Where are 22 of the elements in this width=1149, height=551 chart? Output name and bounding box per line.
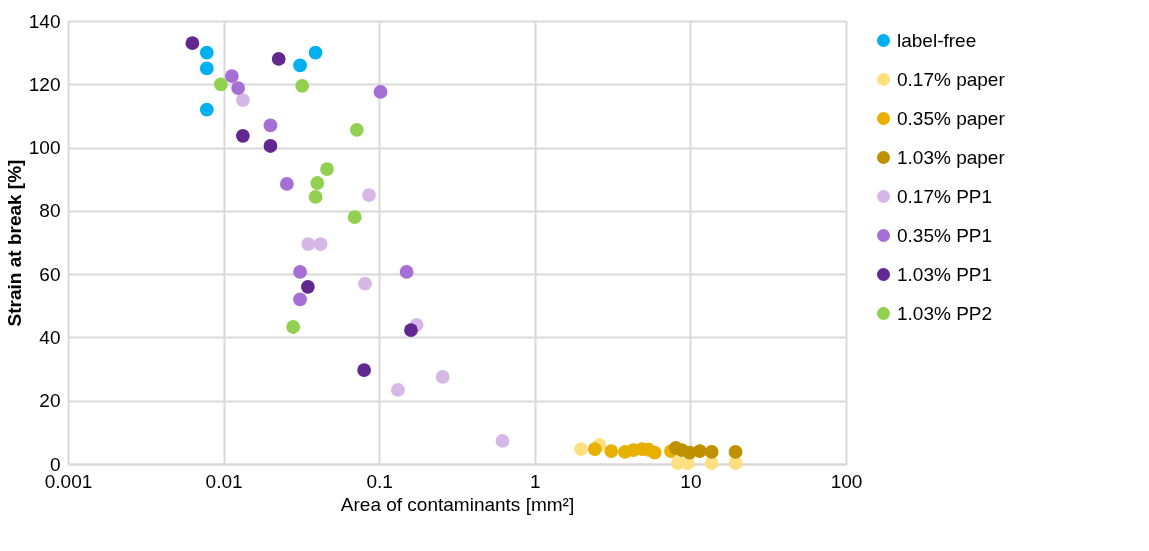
legend-label: label-free — [897, 29, 977, 51]
legend-label: 0.17% PP1 — [897, 185, 993, 207]
legend-label: 1.03% paper — [897, 146, 1006, 168]
legend-label: 1.03% PP1 — [897, 263, 993, 285]
y-tick-label: 140 — [28, 10, 61, 32]
y-tick-label: 60 — [39, 263, 61, 285]
legend-label: 1.03% PP2 — [897, 302, 993, 324]
x-tick-label: 1 — [530, 470, 541, 492]
y-tick-label: 20 — [39, 390, 61, 412]
legend-label: 0.35% PP1 — [897, 224, 993, 246]
y-axis-title: Strain at break [%] — [3, 159, 25, 327]
x-tick-label: 0.1 — [366, 470, 393, 492]
x-tick-label: 0.01 — [205, 470, 243, 492]
legend-label: 0.17% paper — [897, 68, 1006, 90]
x-tick-label: 10 — [680, 470, 702, 492]
legend-label: 0.35% paper — [897, 107, 1006, 129]
x-tick-label: 100 — [830, 470, 863, 492]
y-tick-label: 80 — [39, 200, 61, 222]
y-tick-label: 40 — [39, 326, 61, 348]
y-tick-label: 120 — [28, 73, 61, 95]
y-tick-label: 100 — [28, 137, 61, 159]
x-axis-title: Area of contaminants [mm²] — [340, 493, 575, 515]
